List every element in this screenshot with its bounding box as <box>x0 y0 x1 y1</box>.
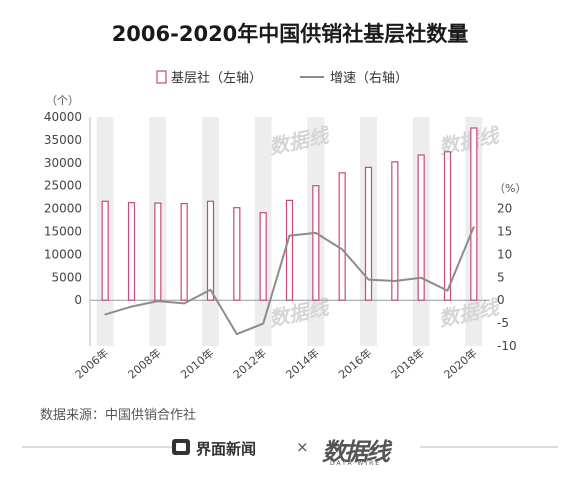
x-tick-label: 2012年 <box>230 346 269 382</box>
growth-point <box>236 333 238 335</box>
left-tick-label: 30000 <box>44 156 82 170</box>
growth-point <box>157 300 159 302</box>
bar <box>285 199 294 301</box>
bar <box>470 127 478 301</box>
x-tick-label: 2016年 <box>336 346 375 382</box>
right-tick-label: 5 <box>497 270 505 284</box>
legend-label-bar: 基层社（左轴） <box>171 70 262 86</box>
chart-title-text: 2006-2020年中国供销社基层社数量 <box>99 22 481 46</box>
x-tick-label: 2008年 <box>125 346 164 382</box>
x-tick-label: 2010年 <box>178 346 217 382</box>
left-axis-unit: （个） <box>46 94 79 107</box>
left-tick-label: 15000 <box>44 225 82 239</box>
left-tick-label: 25000 <box>44 179 82 193</box>
growth-point <box>394 280 396 282</box>
growth-point <box>341 248 343 251</box>
bar <box>206 200 215 301</box>
jiemian-logo-icon <box>172 439 190 455</box>
brand-times: × <box>296 438 309 456</box>
growth-point <box>183 302 185 305</box>
bar <box>364 166 373 301</box>
x-tick-label: 2018年 <box>388 346 427 382</box>
legend-swatch-bar <box>156 70 167 84</box>
legend-label-line: 增速（右轴） <box>330 71 408 86</box>
growth-point <box>367 278 370 281</box>
growth-point <box>446 289 449 292</box>
growth-point <box>262 322 264 325</box>
x-tick-label: 2020年 <box>441 346 480 382</box>
bar <box>259 212 267 301</box>
bar <box>443 151 452 301</box>
right-tick-label: -10 <box>497 339 517 353</box>
bar <box>101 200 109 301</box>
left-tick-label: 35000 <box>44 133 82 147</box>
brand-shujuxian: 数据线 <box>322 438 390 466</box>
left-tick-label: 0 <box>74 293 82 307</box>
growth-point <box>288 234 291 237</box>
bar <box>417 154 425 301</box>
bar <box>338 172 346 301</box>
left-tick-label: 10000 <box>44 247 82 261</box>
brand-jiemian: 界面新闻 <box>196 440 257 458</box>
bar <box>180 202 188 301</box>
footer-divider-left <box>22 446 172 448</box>
footer-brand: 界面新闻 × 数据线 DATA WIRE <box>0 434 580 467</box>
right-tick-label: 0 <box>497 293 505 307</box>
growth-point <box>104 313 106 316</box>
x-tick-label: 2006年 <box>72 346 111 382</box>
right-tick-label: 20 <box>497 202 512 216</box>
bar <box>127 202 136 301</box>
left-tick-label: 40000 <box>44 110 82 124</box>
left-tick-label: 20000 <box>44 202 82 216</box>
chart-title: 2006-2020年中国供销社基层社数量 <box>0 18 580 48</box>
right-tick-label: -5 <box>497 316 509 330</box>
growth-point <box>315 232 317 234</box>
growth-point <box>473 226 475 228</box>
growth-point <box>209 288 212 291</box>
data-source: 数据来源：中国供销合作社 <box>40 408 197 423</box>
bar <box>154 202 162 301</box>
right-tick-label: 10 <box>497 247 512 261</box>
growth-point <box>130 305 133 308</box>
right-tick-label: 15 <box>497 225 512 239</box>
bar <box>233 207 241 301</box>
left-tick-label: 5000 <box>51 270 82 284</box>
footer-divider-right <box>420 446 558 448</box>
brand-shujuxian-en: DATA WIRE <box>330 460 382 467</box>
right-axis-unit: （%） <box>494 182 526 195</box>
x-tick-label: 2014年 <box>283 346 322 382</box>
bar <box>312 185 320 301</box>
growth-point <box>420 276 422 279</box>
bar <box>391 161 399 301</box>
